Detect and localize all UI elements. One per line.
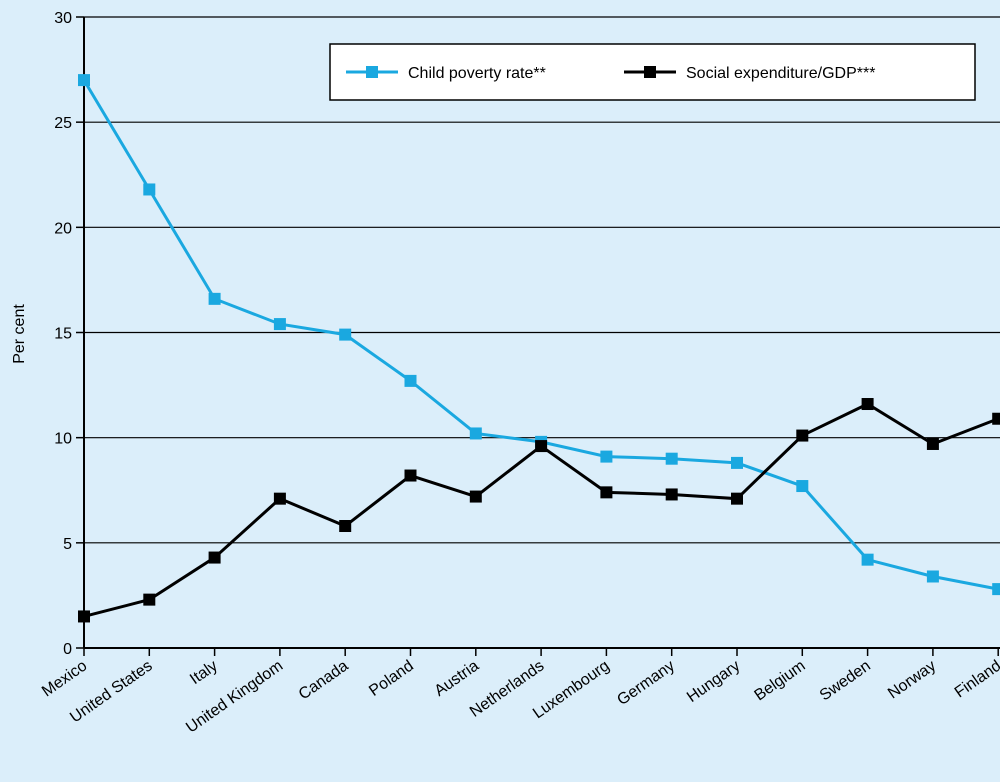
y-axis-title: Per cent — [11, 304, 28, 364]
data-point — [404, 374, 417, 387]
data-point — [535, 440, 548, 453]
y-tick-label: 10 — [54, 431, 72, 448]
legend-label: Child poverty rate** — [408, 65, 546, 82]
legend-swatch-marker — [644, 66, 656, 78]
x-tick-label: Austria — [432, 657, 483, 700]
legend-label: Social expenditure/GDP*** — [686, 65, 875, 82]
y-tick-label: 25 — [54, 115, 72, 132]
data-point — [926, 437, 939, 450]
series-line — [82, 79, 999, 591]
data-point — [78, 610, 90, 623]
data-point — [273, 492, 286, 505]
x-tick-label: Sweden — [817, 657, 874, 704]
y-tick-label: 0 — [63, 641, 72, 658]
x-tick-label: Belgium — [751, 657, 808, 704]
x-tick-label: Hungary — [684, 657, 743, 706]
data-point — [796, 429, 809, 442]
y-tick-label: 30 — [54, 10, 72, 27]
series-layer — [78, 74, 1000, 623]
legend-swatch-marker — [366, 66, 378, 78]
data-point — [143, 183, 156, 196]
data-point — [404, 469, 417, 482]
data-point — [926, 570, 939, 583]
data-point — [600, 486, 613, 499]
data-point — [731, 456, 743, 469]
data-point — [665, 452, 678, 465]
data-point — [665, 488, 678, 501]
x-tick-label: Mexico — [39, 657, 90, 700]
x-tick-label: Germany — [614, 657, 678, 709]
data-point — [143, 593, 156, 606]
legend: Child poverty rate** Social expenditure/G… — [329, 43, 976, 101]
x-tick-label: Italy — [187, 657, 221, 688]
data-point — [273, 318, 286, 331]
y-tick-label: 20 — [54, 220, 72, 237]
y-tick-label: 5 — [63, 536, 72, 553]
data-point — [992, 412, 1000, 425]
x-tick-label: Canada — [296, 657, 352, 703]
data-point — [731, 492, 743, 505]
y-axis-ticks: 0 5 10 15 20 25 30 — [54, 10, 84, 658]
gridlines — [84, 16, 1000, 544]
data-point — [208, 551, 221, 564]
data-point — [208, 292, 221, 305]
legend-entry: Child poverty rate** — [346, 65, 546, 82]
data-point — [861, 553, 874, 566]
data-point — [861, 398, 874, 411]
series-1 — [78, 398, 1000, 623]
data-point — [992, 583, 1000, 596]
series-0 — [78, 74, 1000, 596]
data-point — [600, 450, 613, 463]
data-point — [339, 328, 352, 341]
data-point — [796, 480, 809, 493]
legend-entry: Social expenditure/GDP*** — [624, 65, 875, 82]
x-tick-label: Poland — [366, 657, 417, 700]
data-point — [469, 490, 482, 503]
x-tick-label: Norway — [885, 657, 939, 702]
x-tick-label: Finland — [952, 657, 1000, 701]
data-point — [339, 520, 352, 533]
y-tick-label: 15 — [54, 326, 72, 343]
data-point — [78, 74, 90, 87]
data-point — [469, 427, 482, 440]
